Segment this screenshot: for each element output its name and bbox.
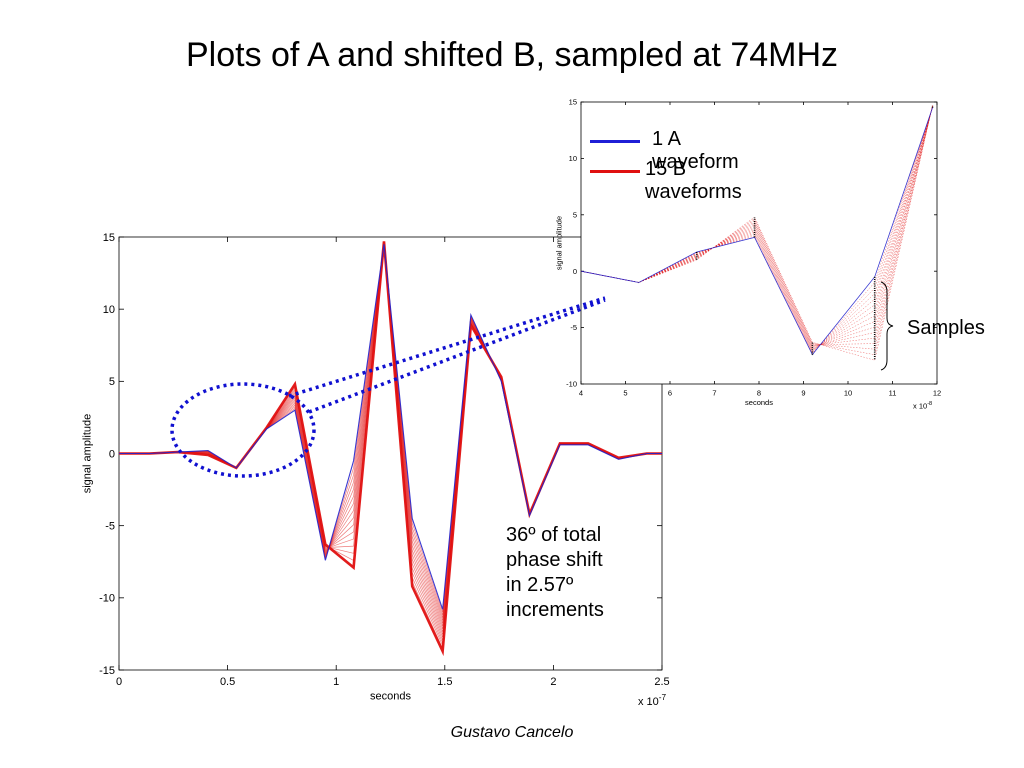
phase-shift-annotation: 36º of total phase shift in 2.57º increm… [506,523,604,623]
b-waveform-line [119,241,662,657]
y-tick-label: -10 [566,380,577,389]
x-tick-label: 1 [333,676,339,688]
y-tick-label: -5 [105,521,115,533]
samples-label: Samples [907,317,985,339]
annotation-line: 36º of total [506,524,602,546]
y-tick-label: -15 [99,665,115,677]
y-tick-label: -10 [99,593,115,605]
legend-label-b: 15 B waveforms [645,158,742,203]
x-tick-label: 1.5 [437,676,452,688]
x-tick-label: 0.5 [220,676,235,688]
inset-chart: 4 5 6 7 8 9 10 11 12 15 10 5 0 -5 -10 seconds signal amp… [555,98,942,411]
annotation-line: in 2.57º [506,574,574,596]
y-tick-label: 0 [109,448,115,460]
x-tick-label: 9 [801,389,805,398]
y-axis-label: signal amplitude [81,414,93,494]
x-tick-label: 2.5 [654,676,669,688]
zoom-callout-connector [288,296,606,398]
annotation-line: increments [506,599,604,621]
legend-swatch-a [590,140,640,143]
x-tick-label: 10 [844,389,852,398]
y-tick-label: -5 [570,323,577,332]
slide-title: Plots of A and shifted B, sampled at 74M… [185,36,839,74]
x-tick-label: 2 [550,676,556,688]
samples-brace [880,281,894,371]
x-tick-label: 4 [579,389,583,398]
y-tick-label: 10 [569,154,577,163]
x-tick-label: 7 [712,389,716,398]
x-tick-label: 11 [889,389,897,398]
x-tick-label: 5 [623,389,627,398]
legend-swatch-b [590,170,640,173]
b-waveform-line [580,105,933,356]
x-tick-label: 12 [933,389,941,398]
x-multiplier-label: x 10-8 [913,401,932,410]
x-axis-label: seconds [370,691,411,703]
zoom-callout-ellipse [170,382,316,478]
legend-label-a: 1 A waveform [652,128,739,173]
y-tick-label: 15 [569,98,577,107]
y-tick-label: 5 [573,210,577,219]
annotation-line: phase shift [506,549,603,571]
a-waveform-line [119,244,662,610]
x-multiplier-label: x 10-7 [638,693,667,708]
b-waveform-line [580,106,933,351]
x-tick-label: 0 [116,676,122,688]
y-tick-label: 5 [109,376,115,388]
y-axis-label: signal amplitude [555,216,564,270]
y-tick-label: 0 [573,267,577,276]
x-tick-label: 6 [668,389,672,398]
b-waveform-line [580,107,933,353]
x-tick-label: 8 [757,389,761,398]
b-waveform-line [580,105,933,346]
x-axis-label: seconds [745,398,773,407]
b-waveform-line [580,106,933,349]
b-waveform-line [580,107,933,355]
b-waveform-line [580,105,933,350]
y-tick-label: 10 [103,304,115,316]
footer-author: Gustavo Cancelo [450,724,574,741]
y-tick-label: 15 [103,232,115,244]
inset-plot-frame [580,101,938,385]
